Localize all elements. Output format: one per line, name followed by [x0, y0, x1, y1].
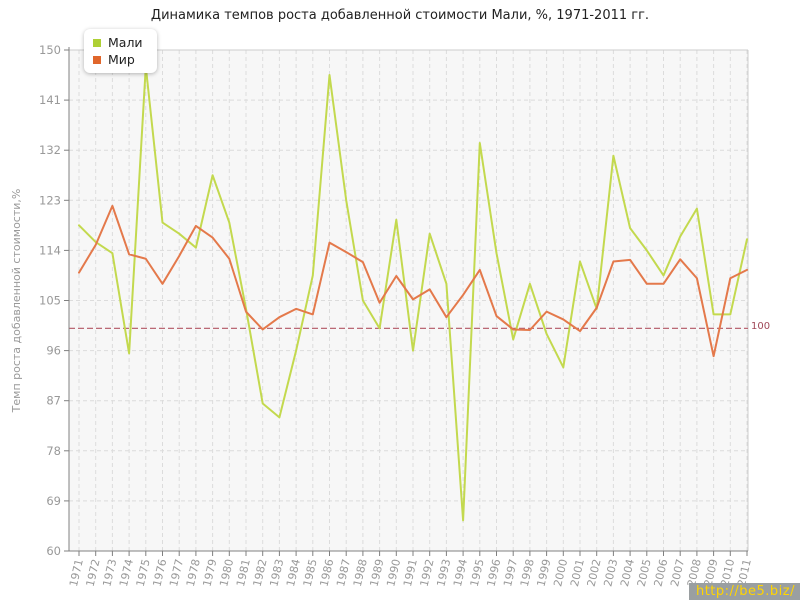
series-line-mir[interactable]	[78, 204, 748, 358]
x-tick-label: 1991	[401, 558, 420, 588]
guide-value-label: 100	[751, 321, 771, 332]
x-tick-label: 2006	[651, 558, 670, 588]
legend-label-mir: Мир	[108, 52, 135, 67]
x-tick-label: 1974	[117, 558, 136, 588]
legend-item-mir[interactable]: Мир	[93, 51, 143, 68]
x-tick-label: 1973	[100, 558, 119, 588]
watermark-link[interactable]: http://be5.biz/	[688, 583, 800, 600]
x-tick-label: 1977	[167, 558, 186, 588]
y-tick-label: 78	[46, 444, 61, 458]
x-tick-label: 1982	[251, 558, 270, 588]
x-tick-label: 1978	[184, 558, 203, 588]
x-tick-label: 2010	[718, 558, 737, 588]
legend: Мали Мир	[84, 29, 157, 73]
x-tick-label: 1975	[134, 558, 153, 588]
y-tick-label: 123	[39, 193, 61, 207]
y-tick-label: 69	[46, 494, 61, 508]
x-tick-label: 2003	[601, 558, 620, 588]
x-tick-label: 1983	[267, 558, 286, 588]
x-tick-label: 1976	[150, 558, 169, 588]
x-tick-label: 1993	[434, 558, 453, 588]
x-tick-label: 2011	[735, 558, 754, 588]
x-tick-label: 1980	[217, 558, 236, 588]
x-tick-label: 2002	[585, 558, 604, 588]
x-tick-label: 1992	[418, 558, 437, 588]
y-axis-title: Темп роста добавленной стоимости,%	[10, 189, 23, 414]
x-tick-label: 1981	[234, 558, 253, 588]
x-tick-label: 1971	[67, 558, 86, 588]
y-tick-label: 60	[46, 544, 61, 558]
legend-item-mali[interactable]: Мали	[93, 34, 143, 51]
x-tick-label: 1996	[484, 558, 503, 588]
x-tick-label: 1979	[201, 558, 220, 588]
legend-marker-mali-icon	[93, 38, 101, 47]
x-tick-label: 2000	[551, 558, 570, 588]
y-tick-label: 114	[39, 243, 61, 257]
legend-label-mali: Мали	[108, 35, 143, 50]
x-tick-label: 2007	[668, 558, 687, 588]
series-line-mali[interactable]	[78, 65, 748, 522]
y-tick-label: 150	[39, 43, 61, 57]
x-tick-label: 1972	[84, 558, 103, 588]
x-tick-label: 1995	[468, 558, 487, 588]
x-tick-label: 1989	[368, 558, 387, 588]
x-tick-label: 1998	[518, 558, 537, 588]
y-tick-label: 105	[39, 294, 61, 308]
y-tick-label: 96	[46, 344, 61, 358]
y-tick-label: 87	[46, 394, 61, 408]
legend-marker-mir-icon	[93, 55, 101, 64]
y-tick-label: 132	[39, 143, 61, 157]
x-tick-label: 2009	[702, 558, 721, 588]
x-tick-label: 2004	[618, 558, 637, 588]
x-tick-label: 1988	[351, 558, 370, 588]
chart-title: Динамика темпов роста добавленной стоимо…	[150, 8, 650, 23]
x-tick-label: 2005	[635, 558, 654, 588]
x-tick-label: 1994	[451, 558, 470, 588]
x-tick-label: 1990	[384, 558, 403, 588]
x-tick-label: 1984	[284, 558, 303, 588]
x-tick-label: 1987	[334, 558, 353, 588]
y-tick-label: 141	[39, 93, 61, 107]
x-tick-label: 2001	[568, 558, 587, 588]
x-tick-label: 1997	[501, 558, 520, 588]
x-tick-label: 1986	[317, 558, 336, 588]
x-tick-label: 1985	[301, 558, 320, 588]
x-tick-label: 1999	[535, 558, 554, 588]
x-tick-label: 2008	[685, 558, 704, 588]
